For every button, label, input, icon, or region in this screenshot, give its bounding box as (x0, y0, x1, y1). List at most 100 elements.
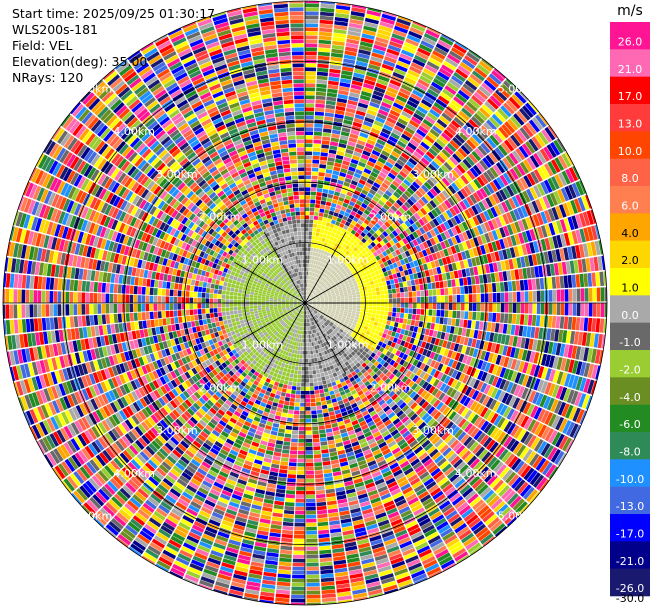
velocity-cell (366, 160, 375, 168)
velocity-cell (432, 185, 441, 195)
velocity-cell (480, 303, 485, 312)
velocity-cell (460, 294, 465, 303)
velocity-cell (357, 209, 364, 216)
velocity-cell (308, 231, 313, 236)
velocity-cell (387, 113, 399, 121)
velocity-cell (316, 493, 326, 499)
velocity-cell (317, 381, 323, 386)
velocity-cell (313, 248, 317, 253)
velocity-cell (344, 260, 350, 266)
velocity-cell (378, 25, 393, 33)
velocity-cell (327, 382, 333, 388)
velocity-cell (373, 321, 379, 326)
velocity-cell (361, 124, 372, 131)
velocity-cell (402, 318, 408, 325)
velocity-cell (408, 291, 413, 298)
velocity-cell (310, 354, 314, 359)
velocity-cell (331, 254, 336, 260)
velocity-cell (353, 151, 362, 158)
velocity-cell (376, 32, 391, 41)
velocity-cell (339, 193, 346, 199)
velocity-cell (342, 248, 348, 254)
velocity-cell (356, 228, 363, 235)
velocity-cell (355, 238, 361, 244)
velocity-cell (446, 325, 451, 333)
velocity-cell (460, 144, 471, 155)
velocity-cell (492, 303, 497, 313)
velocity-cell (452, 310, 457, 319)
velocity-cell (284, 433, 292, 438)
velocity-cell (285, 498, 295, 503)
velocity-cell (282, 525, 294, 531)
velocity-cell (524, 303, 529, 314)
velocity-cell (432, 303, 437, 310)
velocity-cell (337, 235, 343, 241)
velocity-cell (455, 41, 469, 51)
velocity-cell (346, 263, 352, 268)
velocity-cell (310, 251, 313, 256)
velocity-cell (336, 97, 348, 104)
velocity-cell (367, 244, 373, 250)
velocity-cell (360, 293, 365, 297)
velocity-cell (305, 267, 307, 272)
velocity-cell (398, 225, 405, 232)
velocity-cell (355, 60, 368, 67)
velocity-cell (463, 277, 468, 286)
velocity-cell (305, 366, 309, 371)
velocity-cell (336, 275, 341, 280)
velocity-cell (362, 150, 371, 157)
velocity-cell (351, 155, 361, 161)
velocity-cell (322, 367, 328, 373)
velocity-cell (292, 570, 305, 575)
velocity-cell (278, 399, 285, 405)
velocity-cell (365, 75, 377, 82)
velocity-cell (401, 133, 411, 142)
velocity-cell (346, 103, 357, 110)
velocity-cell (311, 289, 315, 294)
velocity-cell (321, 589, 336, 595)
velocity-cell (313, 446, 321, 451)
velocity-cell (504, 121, 516, 134)
velocity-cell (351, 292, 356, 296)
velocity-cell (339, 222, 345, 228)
velocity-cell (309, 207, 315, 212)
velocity-cell (455, 68, 469, 79)
velocity-cell (307, 271, 310, 276)
velocity-cell (295, 358, 300, 363)
velocity-cell (323, 412, 330, 418)
velocity-cell (301, 382, 305, 387)
velocity-cell (329, 223, 335, 229)
velocity-cell (327, 439, 335, 445)
velocity-cell (326, 96, 337, 102)
velocity-cell (336, 217, 342, 223)
velocity-cell (319, 392, 325, 398)
velocity-cell (508, 303, 513, 313)
velocity-cell (380, 303, 385, 307)
velocity-cell (292, 554, 305, 559)
velocity-cell (397, 217, 404, 225)
velocity-cell (427, 131, 438, 141)
velocity-cell (500, 105, 512, 118)
velocity-cell (298, 438, 305, 443)
velocity-cell (600, 287, 605, 302)
velocity-cell (395, 317, 400, 323)
velocity-cell (318, 385, 324, 390)
velocity-cell (306, 534, 318, 539)
velocity-cell (331, 381, 337, 387)
velocity-cell (392, 29, 407, 38)
velocity-cell (399, 318, 404, 324)
velocity-cell (359, 132, 369, 139)
velocity-cell (373, 206, 380, 213)
velocity-cell (327, 84, 339, 90)
velocity-cell (387, 186, 395, 194)
velocity-cell (349, 18, 364, 25)
velocity-cell (307, 297, 311, 301)
velocity-cell (522, 325, 528, 337)
velocity-cell (412, 58, 426, 68)
velocity-cell (339, 246, 345, 252)
velocity-cell (348, 307, 353, 311)
velocity-cell (313, 143, 321, 148)
velocity-cell (309, 382, 314, 387)
velocity-cell (471, 70, 485, 82)
